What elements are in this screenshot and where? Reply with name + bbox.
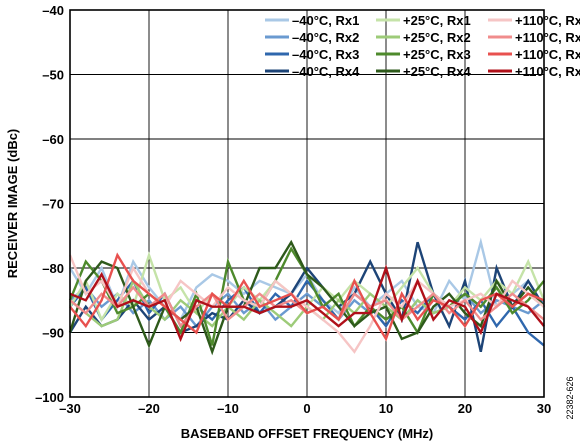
figure-id: 22382-626 bbox=[565, 376, 575, 419]
x-tick-label: –10 bbox=[217, 401, 239, 416]
legend-label: +25°C, Rx3 bbox=[403, 47, 471, 62]
x-tick-label: –30 bbox=[59, 401, 81, 416]
x-tick-label: 30 bbox=[537, 401, 551, 416]
y-tick-label: –40 bbox=[42, 3, 64, 18]
y-tick-label: –70 bbox=[42, 197, 64, 212]
legend-label: +25°C, Rx2 bbox=[403, 30, 471, 45]
series-line bbox=[69, 252, 545, 342]
legend-label: +25°C, Rx4 bbox=[403, 64, 471, 79]
legend: –40°C, Rx1 –40°C, Rx2 –40°C, Rx3 –40°C, Rx4… bbox=[265, 13, 580, 79]
series-lines bbox=[68, 237, 546, 356]
x-axis-title: BASEBAND OFFSET FREQUENCY (MHz) bbox=[181, 426, 434, 441]
series-line bbox=[68, 241, 546, 353]
x-tick-label: 0 bbox=[303, 401, 310, 416]
y-tick-labels: –40 –50 –60 –70 –80 –90 –100 bbox=[35, 3, 64, 405]
legend-label: –40°C, Rx3 bbox=[292, 47, 359, 62]
legend-label: +110°C, Rx2 bbox=[515, 30, 580, 45]
y-tick-label: –100 bbox=[35, 390, 64, 405]
x-tick-label: 10 bbox=[379, 401, 393, 416]
legend-label: +110°C, Rx3 bbox=[515, 47, 580, 62]
legend-label: –40°C, Rx4 bbox=[292, 64, 360, 79]
y-tick-label: –60 bbox=[42, 132, 64, 147]
series-line bbox=[68, 239, 545, 356]
y-tick-label: –80 bbox=[42, 261, 64, 276]
y-axis-title: RECEIVER IMAGE (dBc) bbox=[5, 129, 20, 279]
series-line bbox=[69, 278, 545, 347]
legend-label: –40°C, Rx2 bbox=[292, 30, 359, 45]
plot-frame bbox=[69, 9, 545, 398]
x-tick-labels: –30 –20 –10 0 10 20 30 bbox=[59, 401, 551, 416]
y-tick-label: –50 bbox=[42, 68, 64, 83]
x-tick-label: –20 bbox=[138, 401, 160, 416]
legend-label: +110°C, Rx1 bbox=[515, 13, 580, 28]
legend-label: +25°C, Rx1 bbox=[403, 13, 471, 28]
y-tick-label: –90 bbox=[42, 326, 64, 341]
legend-label: +110°C, Rx4 bbox=[515, 64, 580, 79]
legend-label: –40°C, Rx1 bbox=[292, 13, 359, 28]
x-tick-label: 20 bbox=[458, 401, 472, 416]
series-line bbox=[69, 264, 545, 343]
